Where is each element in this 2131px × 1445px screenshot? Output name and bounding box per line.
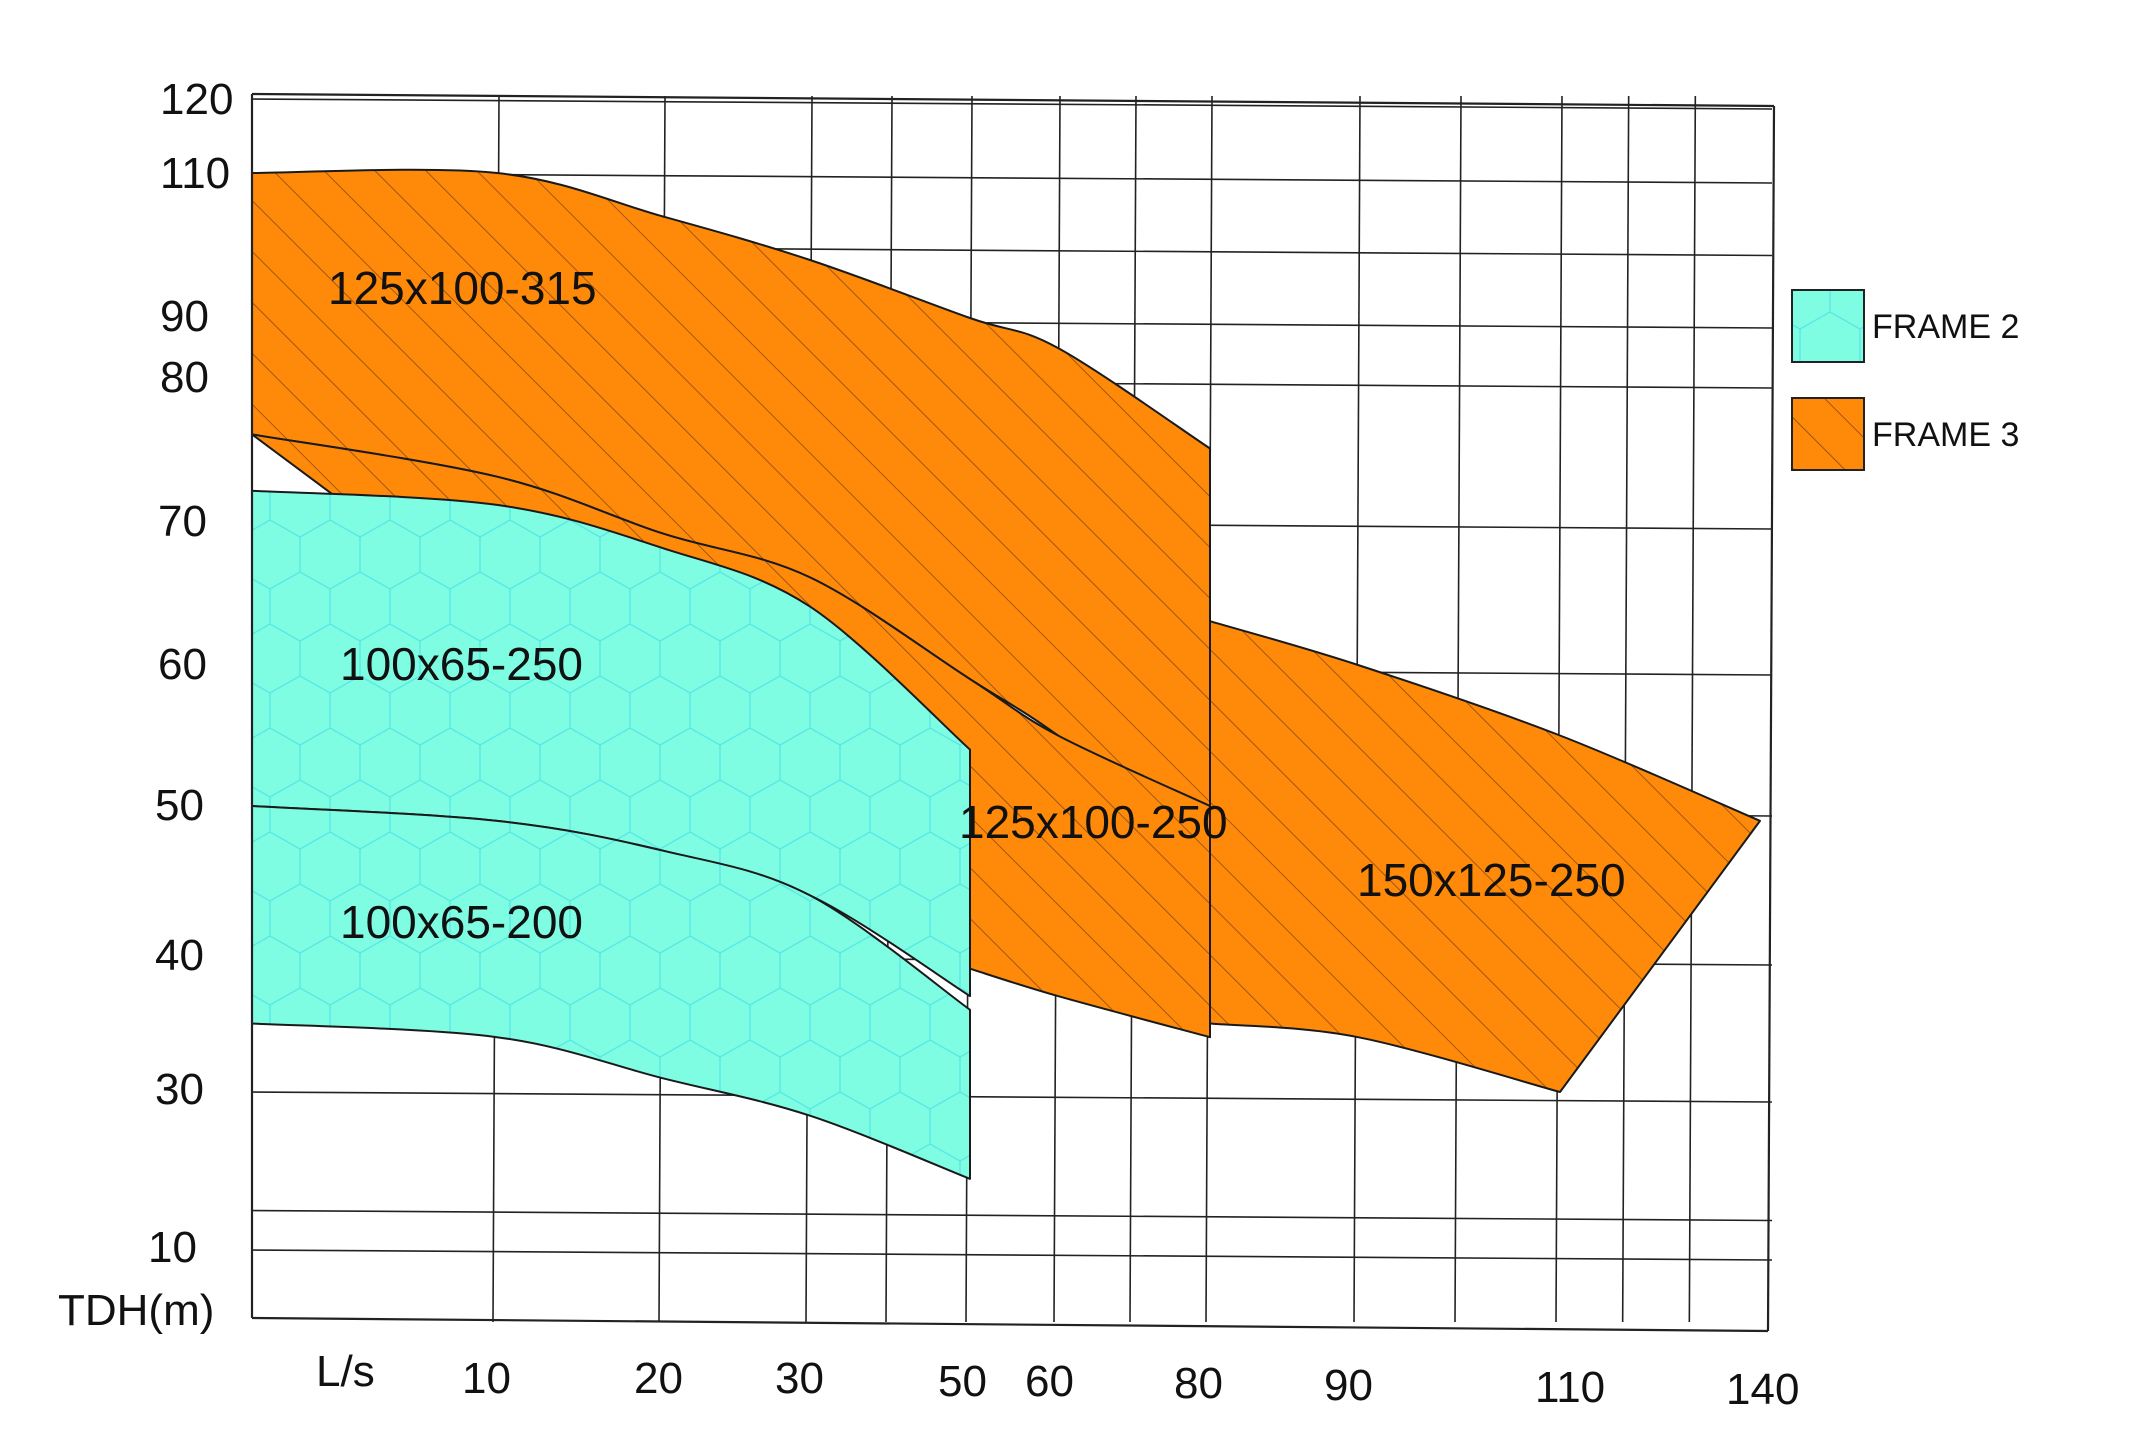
- legend-swatch-frame-2: [1791, 289, 1865, 363]
- x-tick-label: 60: [1025, 1357, 1074, 1406]
- y-tick-label: 40: [155, 931, 204, 980]
- x-tick-label: 80: [1174, 1359, 1223, 1408]
- y-tick-label: 110: [160, 149, 230, 198]
- region-label-100x65-200: 100x65-200: [340, 896, 583, 948]
- operating-regions: [251, 168, 1761, 1180]
- y-tick-label: 30: [155, 1065, 204, 1114]
- legend-swatch-frame-3: [1791, 397, 1865, 471]
- legend-item-frame-3: FRAME 3: [1791, 397, 2019, 471]
- grid-line-horizontal: [251, 1249, 1773, 1261]
- x-tick-label: 140: [1726, 1365, 1799, 1414]
- region-label-100x65-250: 100x65-250: [340, 638, 583, 690]
- x-tick-label: 30: [775, 1354, 824, 1403]
- grid-line-horizontal: [251, 98, 1773, 110]
- x-tick-label: 20: [634, 1354, 683, 1403]
- y-tick-label: 10: [148, 1223, 197, 1272]
- region-100x65-200: [251, 805, 971, 1180]
- y-tick-label: 70: [158, 497, 207, 546]
- y-tick-label: 50: [155, 781, 204, 830]
- y-tick-label: 90: [160, 292, 209, 341]
- y-tick-label: 60: [158, 640, 207, 689]
- x-tick-label: 50: [938, 1357, 987, 1406]
- x-axis-tick-labels: L/s 10 20 30 50 60 80 90 110 140: [316, 1347, 1799, 1414]
- plot-frame: [250, 92, 1776, 1333]
- y-axis-title: TDH(m): [58, 1286, 214, 1335]
- y-axis-tick-labels: 120 110 90 80 70 60 50 40 30 10 TDH(m): [58, 75, 233, 1335]
- legend-label-frame-2: FRAME 2: [1872, 308, 2019, 346]
- x-tick-label: 90: [1324, 1361, 1373, 1410]
- legend-label-frame-3: FRAME 3: [1872, 416, 2019, 454]
- region-labels: 125x100-315 125x100-250 150x125-250 100x…: [328, 262, 1626, 948]
- region-label-125x100-315: 125x100-315: [328, 262, 597, 314]
- y-tick-label: 80: [160, 353, 209, 402]
- region-label-150x125-250: 150x125-250: [1357, 854, 1626, 906]
- grid-line-vertical: [1621, 95, 1630, 1323]
- region-label-125x100-250: 125x100-250: [959, 796, 1228, 848]
- legend-item-frame-2: FRAME 2: [1791, 289, 2019, 363]
- x-tick-label: 10: [462, 1354, 511, 1403]
- region-150x125-250: [1209, 620, 1761, 1093]
- y-tick-label: 120: [160, 75, 233, 124]
- grid-line-horizontal: [251, 1209, 1773, 1222]
- grid-line-vertical: [1555, 95, 1563, 1323]
- x-axis-title: L/s: [316, 1347, 375, 1396]
- x-tick-label: 110: [1535, 1363, 1605, 1412]
- grid-line-vertical: [1688, 95, 1697, 1323]
- grid-line-horizontal: [251, 1091, 1773, 1103]
- legend: FRAME 2 FRAME 3: [1791, 289, 2019, 471]
